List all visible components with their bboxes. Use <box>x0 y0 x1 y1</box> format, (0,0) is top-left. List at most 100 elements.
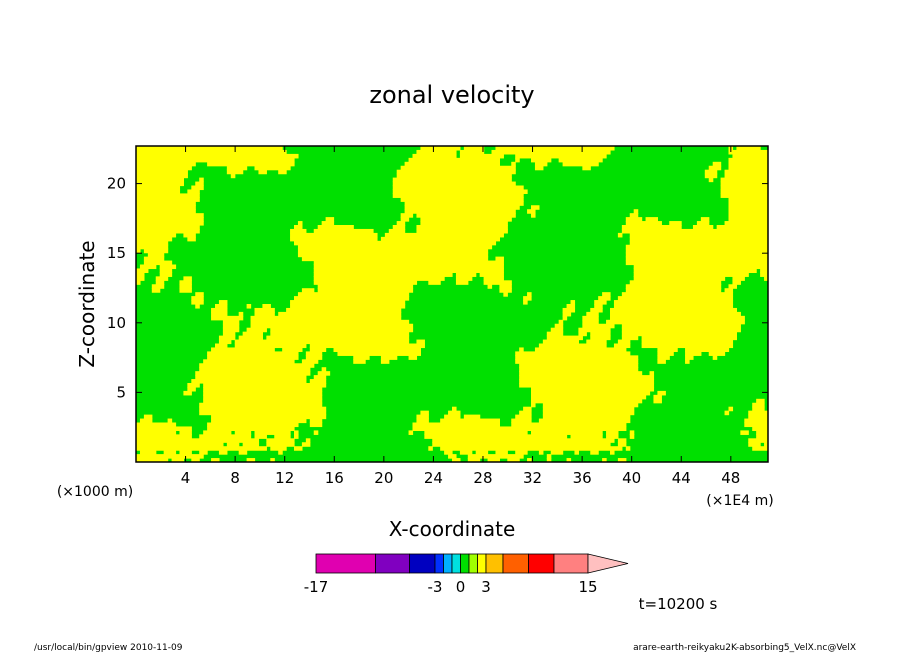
contour-cell <box>294 225 303 230</box>
contour-cell <box>136 228 200 234</box>
contour-cell <box>136 240 169 246</box>
contour-cell <box>625 248 768 254</box>
contour-cell <box>294 296 410 301</box>
contour-cell <box>416 228 508 234</box>
x-tick-label: 24 <box>424 469 443 487</box>
contour-cell <box>487 284 493 289</box>
contour-cell <box>136 201 196 206</box>
contour-cell <box>183 276 192 281</box>
contour-cell <box>633 268 757 273</box>
contour-cell <box>566 304 576 309</box>
contour-cell <box>531 430 603 435</box>
contour-cell <box>732 280 741 285</box>
contour-cell <box>136 169 188 175</box>
contour-cell <box>305 438 311 443</box>
contour-cell <box>136 426 192 431</box>
y-tick-label: 5 <box>116 383 126 401</box>
contour-cell <box>566 458 572 462</box>
contour-cell <box>613 304 734 309</box>
contour-cell <box>191 185 204 191</box>
contour-cell <box>207 426 295 431</box>
contour-cell <box>313 268 504 273</box>
contour-cell <box>171 458 184 462</box>
contour-cell <box>578 331 587 337</box>
contour-cell <box>199 402 323 408</box>
contour-cell <box>187 383 200 388</box>
contour-cell <box>136 225 200 230</box>
contour-cell <box>744 422 768 428</box>
contour-cell <box>380 236 500 242</box>
chart-title: zonal velocity <box>369 81 534 109</box>
contour-cell <box>519 379 655 384</box>
contour-cell <box>353 355 370 360</box>
contour-cell <box>657 390 666 396</box>
contour-cell <box>515 359 639 364</box>
contour-cell <box>151 288 161 293</box>
contour-cell <box>420 221 508 226</box>
contour-cell <box>531 394 647 400</box>
contour-cell <box>720 181 768 187</box>
contour-cell <box>685 347 730 352</box>
y-tick-label: 20 <box>107 175 126 193</box>
contour-cell <box>215 343 228 349</box>
contour-cell <box>511 422 627 428</box>
contour-cell <box>254 434 267 439</box>
contour-cell <box>613 343 631 349</box>
contour-cell <box>136 193 200 198</box>
contour-cell <box>534 161 548 167</box>
contour-cell <box>400 197 524 202</box>
colorbar-swatch <box>409 553 436 574</box>
contour-cell <box>301 359 319 364</box>
contour-cell <box>412 422 500 428</box>
y-tick-label: 10 <box>107 314 126 332</box>
contour-cell <box>428 446 433 451</box>
contour-cell <box>756 434 768 439</box>
contour-cell <box>191 300 204 305</box>
contour-cell <box>215 304 228 309</box>
contour-cell <box>136 272 145 277</box>
contour-cell <box>191 379 307 384</box>
contour-cell <box>136 146 283 151</box>
contour-cell <box>222 319 240 325</box>
y-unit-label: (×1000 m) <box>57 484 133 500</box>
contour-cell <box>408 355 418 360</box>
contour-cell <box>266 438 295 443</box>
contour-cell <box>238 311 244 317</box>
footer-right: arare-earth-reikyaku2K-absorbing5_VelX.n… <box>633 643 856 653</box>
contour-cell <box>657 351 674 356</box>
contour-cell <box>337 351 421 356</box>
contour-cell <box>527 292 532 297</box>
contour-cell <box>136 153 299 159</box>
contour-cell <box>617 438 627 443</box>
contour-cell <box>712 355 718 360</box>
contour-cell <box>191 458 200 462</box>
contour-cell <box>270 327 414 333</box>
contour-cell <box>321 221 335 226</box>
contour-cell <box>301 288 315 293</box>
contour-cell <box>191 296 204 301</box>
colorbar-label: -17 <box>304 578 329 596</box>
contour-cell <box>136 280 141 285</box>
contour-cell <box>226 165 248 171</box>
contour-cell <box>222 323 240 329</box>
contour-cell <box>250 319 410 325</box>
contour-cell <box>455 280 469 285</box>
contour-cell <box>297 248 489 254</box>
x-tick-label: 44 <box>672 469 691 487</box>
contour-cell <box>258 169 267 175</box>
contour-cell <box>455 276 473 281</box>
contour-cell <box>752 446 768 451</box>
contour-cell <box>199 363 315 368</box>
contour-cell <box>167 418 173 424</box>
contour-cell <box>313 375 327 380</box>
contour-cell <box>728 217 768 222</box>
y-axis: 5 10 15 20 <box>107 175 768 401</box>
contour-cell <box>582 323 615 329</box>
contour-cell <box>610 315 745 321</box>
contour-cell <box>218 450 228 455</box>
contour-cell <box>424 434 568 439</box>
contour-cell <box>519 383 655 388</box>
contour-cell <box>404 161 500 167</box>
contour-cell <box>728 213 768 218</box>
contour-cell <box>708 165 722 171</box>
